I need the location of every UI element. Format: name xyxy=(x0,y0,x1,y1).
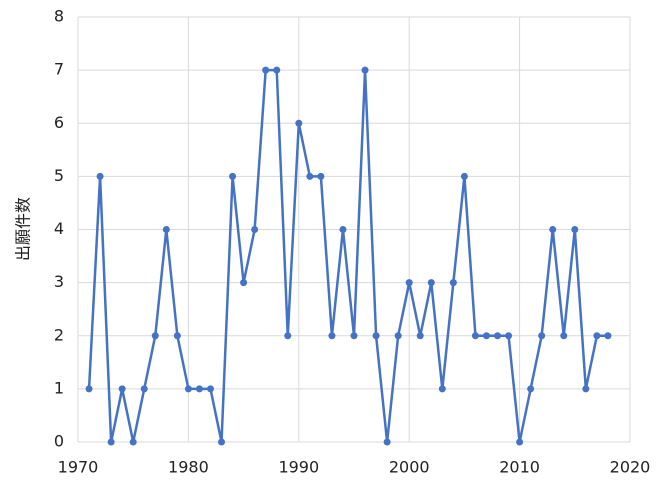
point xyxy=(317,172,325,180)
point xyxy=(460,172,468,180)
x-tick-label: 2000 xyxy=(389,458,430,477)
point xyxy=(438,385,446,393)
point xyxy=(350,332,358,340)
point xyxy=(140,385,148,393)
point xyxy=(118,385,126,393)
y-tick-label: 0 xyxy=(54,432,64,451)
point xyxy=(427,279,435,287)
x-tick-label: 2020 xyxy=(610,458,651,477)
y-tick-label: 6 xyxy=(54,113,64,132)
y-tick-label: 3 xyxy=(54,272,64,291)
point xyxy=(96,172,104,180)
y-tick-label: 7 xyxy=(54,60,64,79)
point xyxy=(549,226,557,233)
point xyxy=(372,332,380,340)
point xyxy=(471,332,479,340)
x-tick-label: 1980 xyxy=(168,458,209,477)
point xyxy=(560,332,568,340)
point xyxy=(604,332,612,340)
point xyxy=(273,66,281,74)
point xyxy=(229,172,237,180)
point xyxy=(284,332,292,340)
point xyxy=(206,385,214,393)
y-tick-label: 5 xyxy=(54,166,64,185)
point xyxy=(538,332,546,340)
y-tick-label: 2 xyxy=(54,325,64,344)
point xyxy=(295,119,303,127)
x-tick-label: 2010 xyxy=(499,458,540,477)
point xyxy=(240,279,248,287)
point xyxy=(516,438,524,446)
line xyxy=(87,68,608,444)
point xyxy=(527,385,535,393)
point xyxy=(173,332,181,340)
point xyxy=(151,332,159,340)
point xyxy=(482,332,490,340)
point xyxy=(262,66,270,74)
x-tick-label: 1990 xyxy=(278,458,319,477)
point xyxy=(85,385,93,393)
point xyxy=(394,332,402,340)
y-tick-label: 1 xyxy=(54,378,64,397)
point xyxy=(383,438,391,446)
point xyxy=(494,332,502,340)
x-tick-label: 1970 xyxy=(58,458,99,477)
point xyxy=(218,438,226,446)
point xyxy=(306,172,314,180)
y-axis-label: 出願件数 xyxy=(14,197,33,261)
point xyxy=(195,385,203,393)
point xyxy=(251,226,259,233)
point xyxy=(361,66,369,74)
point xyxy=(582,385,590,393)
point xyxy=(339,226,347,233)
point xyxy=(416,332,424,340)
point xyxy=(571,226,579,233)
point xyxy=(184,385,192,393)
point xyxy=(162,226,170,233)
point xyxy=(328,332,336,340)
point xyxy=(449,279,457,287)
point xyxy=(129,438,137,446)
point xyxy=(107,438,115,446)
y-tick-label: 8 xyxy=(54,7,64,26)
point xyxy=(405,279,413,287)
y-tick-label: 4 xyxy=(54,219,64,238)
point xyxy=(593,332,601,340)
point xyxy=(505,332,513,340)
